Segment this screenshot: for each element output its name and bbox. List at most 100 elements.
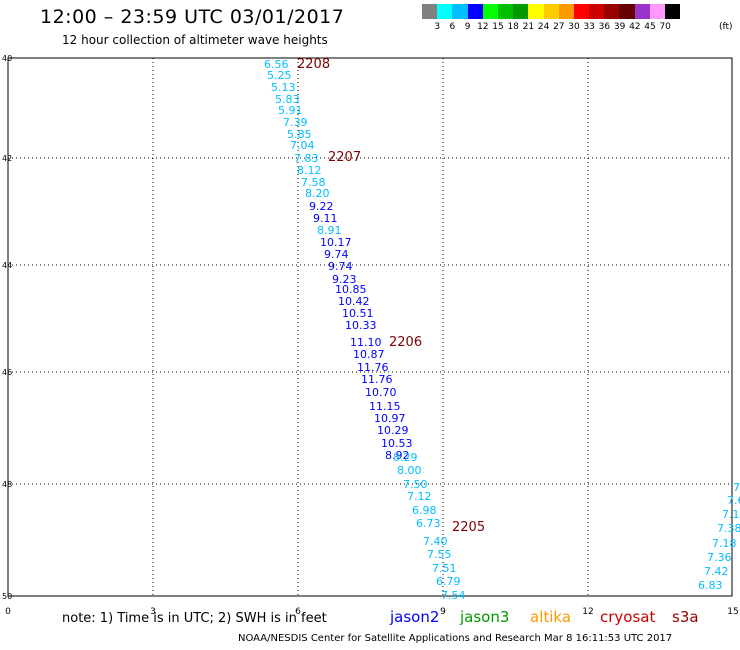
swh-label-right: 6.83 bbox=[698, 579, 723, 592]
legend-label: 24 bbox=[537, 22, 550, 32]
swh-label: 5.13 bbox=[271, 81, 296, 94]
mission-cryosat-label: cryosat bbox=[600, 608, 656, 626]
lat-tick-label: 40 bbox=[2, 54, 12, 63]
swh-label: 11.76 bbox=[361, 373, 393, 386]
legend-swatch bbox=[665, 4, 681, 19]
axis-ticks: 40 42 44 46 48 50 0 3 6 9 12 15 bbox=[2, 54, 739, 617]
swh-label: 8.12 bbox=[297, 164, 322, 177]
swh-label: 5.25 bbox=[267, 69, 292, 82]
swh-label: 5.83 bbox=[275, 93, 300, 106]
legend-swatch bbox=[422, 4, 438, 19]
units-note: note: 1) Time is in UTC; 2) SWH is in fe… bbox=[62, 611, 327, 626]
mission-jason2-label: jason2 bbox=[390, 608, 440, 626]
swh-label-right: 7.42 bbox=[704, 565, 729, 578]
swh-label: 11.15 bbox=[369, 400, 401, 413]
legend-swatch bbox=[589, 4, 605, 19]
lon-tick-label: 0 bbox=[5, 607, 11, 617]
swh-label-right: 7.1 bbox=[722, 508, 740, 521]
swh-label: 7.55 bbox=[427, 548, 452, 561]
legend-swatch bbox=[573, 4, 590, 19]
swh-label: 10.33 bbox=[345, 319, 377, 332]
swh-label: 10.51 bbox=[342, 307, 374, 320]
pass-number-label: 2208 bbox=[297, 57, 330, 72]
mission-altika-label: altika bbox=[530, 608, 572, 626]
pass-number-label: 2207 bbox=[328, 150, 361, 165]
legend-swatch bbox=[634, 4, 650, 19]
lat-tick-label: 46 bbox=[2, 368, 12, 377]
lat-tick-label: 50 bbox=[2, 592, 12, 601]
map-frame bbox=[7, 57, 733, 597]
swh-label-right: 7 bbox=[733, 481, 740, 494]
swh-label: 10.70 bbox=[365, 386, 397, 399]
legend-swatch bbox=[558, 4, 574, 19]
swh-label: 6.56 bbox=[264, 58, 289, 71]
lon-tick-label: 3 bbox=[150, 607, 156, 617]
legend-label: 27 bbox=[553, 22, 565, 32]
lon-tick-label: 6 bbox=[295, 607, 301, 617]
swh-label-right: 7.6 bbox=[727, 494, 740, 507]
swh-label: 5.85 bbox=[287, 128, 312, 141]
swh-label: 8.20 bbox=[305, 187, 330, 200]
legend-swatch bbox=[497, 4, 514, 19]
swh-label: 10.97 bbox=[374, 412, 406, 425]
swh-label: 7.50 bbox=[403, 478, 428, 491]
legend-label: 39 bbox=[613, 22, 626, 32]
swh-label: 7.58 bbox=[301, 176, 326, 189]
pass-number-label: 2206 bbox=[389, 335, 422, 350]
legend-label: 36 bbox=[598, 22, 611, 32]
swh-label: 10.17 bbox=[320, 236, 352, 249]
legend-swatch bbox=[528, 4, 544, 19]
swh-label: 7.54 bbox=[441, 589, 466, 602]
color-scale-labels: 3 6 9 12 15 18 21 24 27 30 33 36 39 42 45 70 bbox=[0, 22, 740, 34]
lat-tick-label: 42 bbox=[2, 154, 12, 163]
swh-label: 7.12 bbox=[407, 490, 432, 503]
legend-swatch bbox=[467, 4, 483, 19]
map-title: 12:00 – 23:59 UTC 03/01/2017 bbox=[40, 6, 345, 28]
legend-label: 9 bbox=[464, 22, 471, 32]
swh-label: 11.10 bbox=[350, 336, 382, 349]
swh-label: 10.53 bbox=[381, 437, 413, 450]
swh-label: 7.51 bbox=[432, 562, 457, 575]
legend-label: 70 bbox=[659, 22, 671, 32]
lat-tick-label: 48 bbox=[2, 480, 12, 489]
legend-swatch bbox=[482, 4, 498, 19]
legend-swatch bbox=[619, 4, 635, 19]
swh-label-right: 7.18 bbox=[712, 537, 737, 550]
credit-line: NOAA/NESDIS Center for Satellite Applica… bbox=[238, 633, 673, 644]
lon-tick-label: 15 bbox=[727, 607, 738, 617]
legend-swatch bbox=[604, 4, 620, 19]
legend-unit-label: (ft) bbox=[719, 22, 733, 32]
wave-height-labels: 6.565.255.135.835.917.395.857.047.838.12… bbox=[264, 57, 740, 602]
legend-swatch bbox=[437, 4, 453, 19]
legend-swatch bbox=[543, 4, 559, 19]
legend-label: 6 bbox=[449, 22, 456, 32]
mission-s3a-label: s3a bbox=[672, 608, 699, 626]
legend-label: 30 bbox=[568, 22, 580, 32]
legend-swatch bbox=[649, 4, 665, 19]
lat-tick-label: 44 bbox=[2, 261, 12, 270]
legend-swatch bbox=[452, 4, 468, 19]
swh-label: 8.91 bbox=[317, 224, 342, 237]
legend-label: 15 bbox=[492, 22, 504, 32]
swh-label: 10.85 bbox=[335, 283, 367, 296]
swh-label: 11.76 bbox=[357, 361, 389, 374]
legend-label: 3 bbox=[434, 22, 441, 32]
legend-label: 33 bbox=[583, 22, 595, 32]
swh-label: 9.23 bbox=[332, 273, 357, 286]
lon-tick-label: 9 bbox=[440, 607, 446, 617]
swh-label-right: 7.36 bbox=[707, 551, 732, 564]
legend-label: 18 bbox=[507, 22, 519, 32]
swh-label: 7.04 bbox=[290, 139, 315, 152]
swh-label: 9.22 bbox=[309, 200, 334, 213]
legend-label: 45 bbox=[644, 22, 656, 32]
swh-label: 7.83 bbox=[294, 152, 319, 165]
swh-label: 6.73 bbox=[416, 517, 441, 530]
swh-label: 7.39 bbox=[283, 116, 308, 129]
swh-label: 10.87 bbox=[353, 348, 385, 361]
lon-tick-label: 12 bbox=[582, 607, 593, 617]
mission-jason3-label: jason3 bbox=[460, 608, 510, 626]
swh-label: 5.91 bbox=[278, 104, 303, 117]
swh-label: 9.74 bbox=[324, 248, 349, 261]
swh-label: 6.98 bbox=[412, 504, 437, 517]
